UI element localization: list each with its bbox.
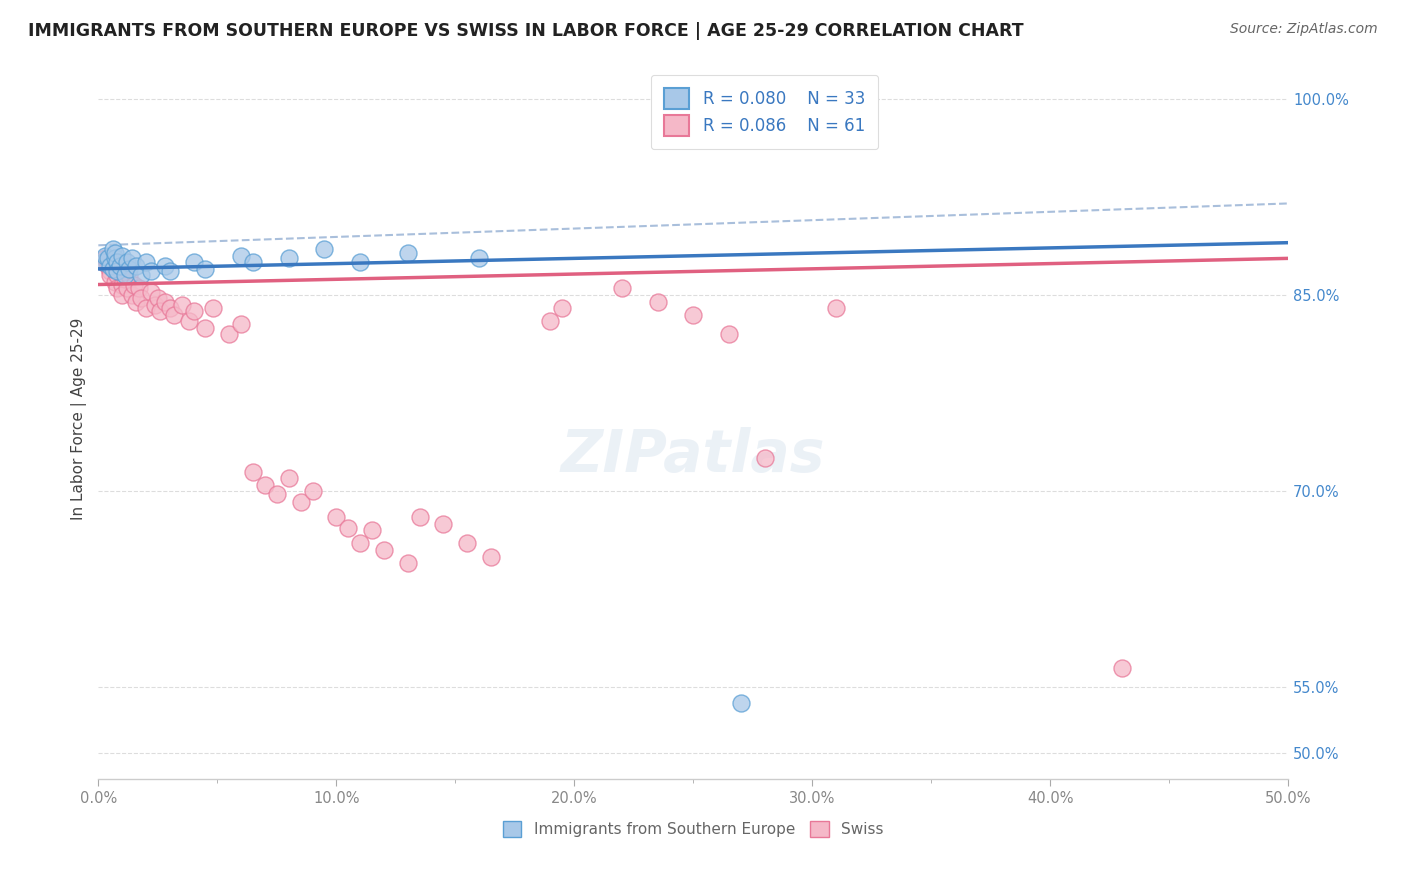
Point (229, 249, 252, 263)
Point (163, 308, 186, 322)
Point (125, 259, 148, 273)
Point (104, 252, 127, 266)
Point (290, 494, 312, 508)
Point (128, 281, 150, 295)
Point (114, 268, 136, 283)
Point (218, 327, 240, 342)
Point (149, 303, 172, 318)
Point (432, 516, 454, 531)
Point (122, 277, 145, 292)
Point (159, 264, 181, 278)
Point (170, 298, 193, 312)
Point (754, 451, 776, 466)
Point (104, 275, 127, 289)
Point (159, 301, 181, 315)
Point (101, 255, 124, 269)
Point (97, 252, 120, 266)
Point (91, 255, 114, 269)
Point (682, 308, 704, 322)
Point (253, 477, 276, 491)
Point (98, 268, 121, 283)
Point (456, 536, 478, 550)
Point (396, 246, 419, 260)
Point (825, 301, 848, 315)
Point (105, 255, 128, 269)
Point (115, 281, 138, 295)
Point (337, 521, 360, 535)
Point (325, 510, 347, 524)
Point (129, 291, 152, 305)
Point (647, 294, 669, 309)
Point (135, 301, 157, 315)
Point (349, 536, 371, 550)
Point (229, 317, 252, 331)
Point (373, 543, 395, 558)
Point (104, 246, 127, 260)
Point (114, 272, 136, 286)
Point (145, 298, 167, 312)
Point (1111, 661, 1133, 675)
Point (242, 465, 264, 479)
Point (277, 252, 299, 266)
Point (540, 314, 562, 328)
Point (551, 301, 574, 315)
Point (105, 264, 128, 278)
Point (101, 261, 124, 276)
Point (408, 510, 430, 524)
Point (118, 268, 141, 283)
Point (183, 303, 205, 318)
Y-axis label: In Labor Force | Age 25-29: In Labor Force | Age 25-29 (72, 318, 87, 520)
Point (183, 255, 205, 269)
Point (97, 259, 120, 273)
Point (153, 259, 176, 273)
Point (108, 259, 131, 273)
Legend: R = 0.080    N = 33, R = 0.086    N = 61: R = 0.080 N = 33, R = 0.086 N = 61 (651, 75, 879, 149)
Point (139, 264, 162, 278)
Point (98, 259, 121, 273)
Text: IMMIGRANTS FROM SOUTHERN EUROPE VS SWISS IN LABOR FORCE | AGE 25-29 CORRELATION : IMMIGRANTS FROM SOUTHERN EUROPE VS SWISS… (28, 22, 1024, 40)
Point (314, 242, 336, 256)
Point (153, 294, 176, 309)
Point (121, 252, 143, 266)
Point (129, 268, 152, 283)
Point (146, 291, 169, 305)
Text: Source: ZipAtlas.com: Source: ZipAtlas.com (1230, 22, 1378, 37)
Point (135, 255, 157, 269)
Point (266, 487, 288, 501)
Point (105, 268, 128, 283)
Point (361, 524, 384, 538)
Point (479, 549, 502, 564)
Point (111, 288, 134, 302)
Point (349, 255, 371, 269)
Point (717, 327, 740, 342)
Point (201, 301, 224, 315)
Point (277, 471, 299, 485)
Point (98, 264, 121, 278)
Point (118, 261, 141, 276)
Point (94, 249, 117, 263)
Point (108, 261, 131, 276)
Point (105, 281, 128, 295)
Point (468, 252, 491, 266)
Point (111, 249, 134, 263)
Point (139, 285, 162, 300)
Point (94, 252, 117, 266)
Point (111, 277, 134, 292)
Point (91, 255, 114, 269)
Point (194, 320, 217, 334)
Point (104, 261, 127, 276)
Point (121, 288, 143, 302)
Point (125, 294, 148, 309)
Text: ZIPatlas: ZIPatlas (561, 426, 825, 483)
Point (610, 281, 633, 295)
Point (396, 556, 419, 570)
Point (115, 255, 138, 269)
Point (101, 242, 124, 256)
Point (242, 255, 264, 269)
Point (194, 261, 217, 276)
Point (730, 696, 752, 710)
Point (301, 484, 323, 499)
Point (177, 314, 200, 328)
